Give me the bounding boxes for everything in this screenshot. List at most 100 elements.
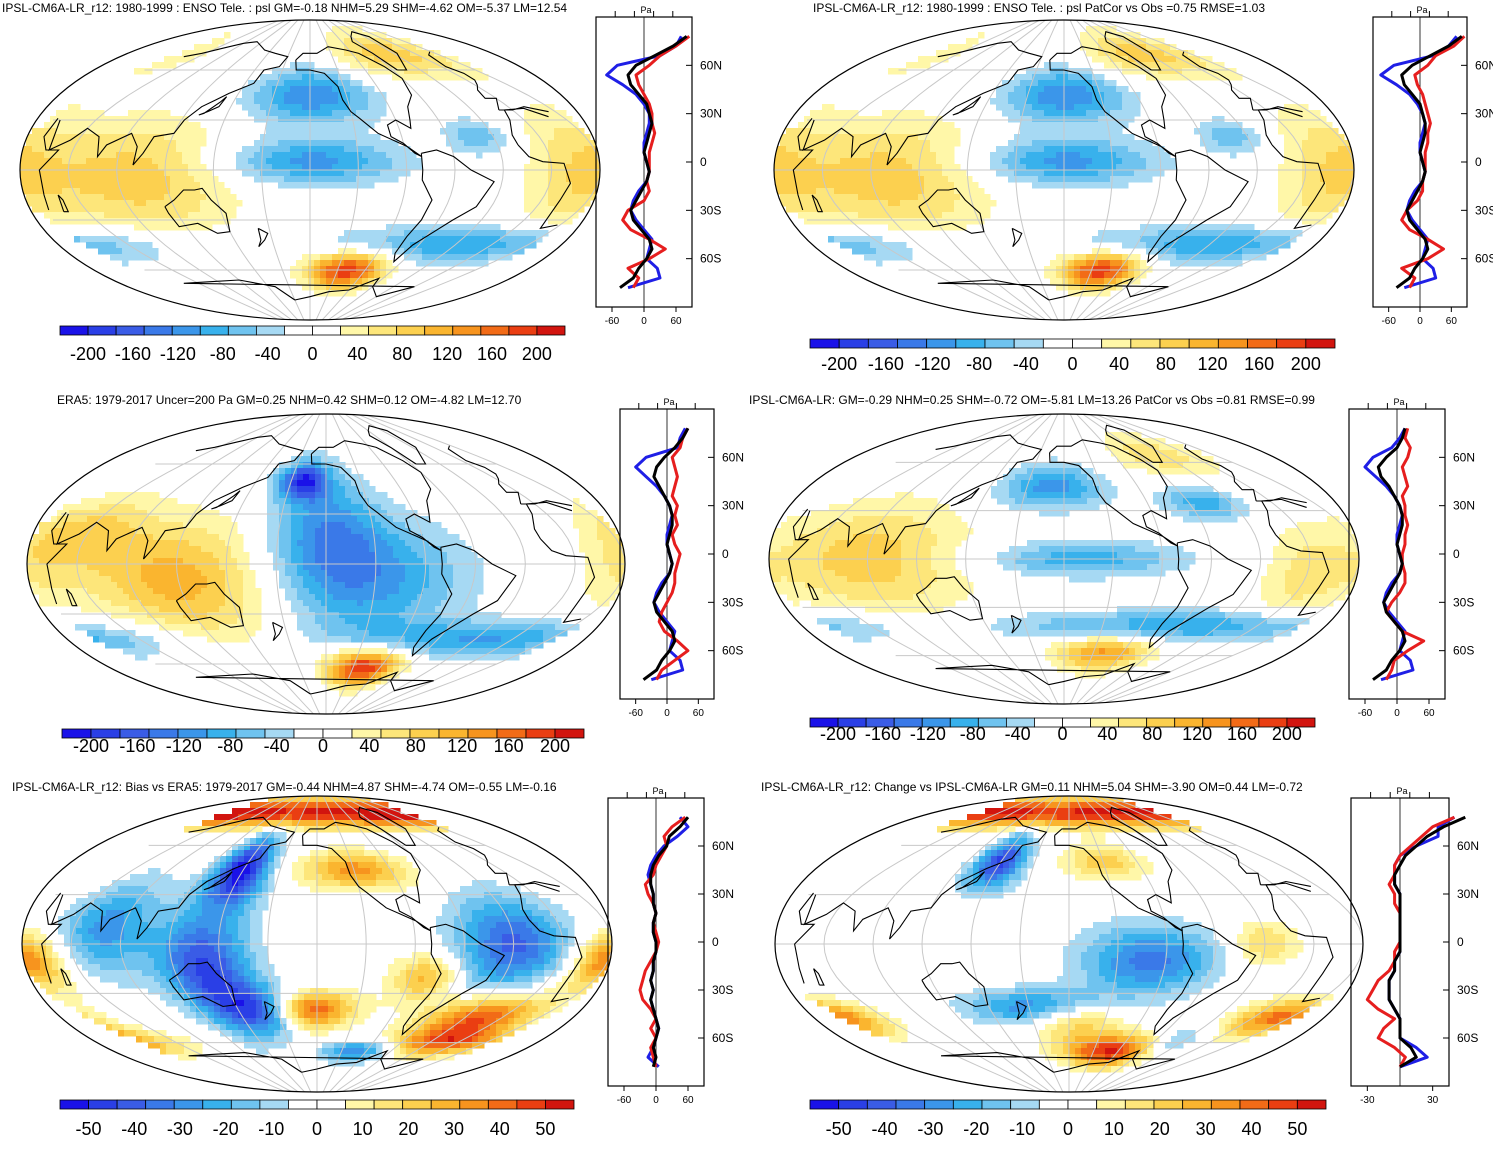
- profile-lat-tick-label: 30S: [1453, 595, 1474, 609]
- colorbar-tick-label: 0: [312, 1119, 322, 1139]
- profile-lat-tick-label: 60N: [1453, 450, 1475, 464]
- colorbar-swatch: [810, 1100, 839, 1109]
- profile-line-diff: [640, 817, 685, 1067]
- profile-x-tick-label: -60: [628, 708, 643, 719]
- colorbar-swatch: [545, 1100, 574, 1109]
- colorbar-swatch: [517, 1100, 546, 1109]
- profile-x-tick-label: 0: [641, 316, 647, 327]
- profile-x-tick-label: -30: [1360, 1095, 1375, 1106]
- colorbar-tick-label: -200: [73, 736, 109, 756]
- colorbar-swatch: [1240, 1100, 1269, 1109]
- colorbar-tick-label: 80: [1156, 354, 1176, 374]
- map-field: [27, 414, 628, 714]
- profile-line-obs: [1381, 36, 1457, 287]
- colorbar-swatch: [868, 339, 897, 348]
- profile-unit-label: Pa: [1396, 786, 1407, 796]
- profile-lat-tick-label: 60S: [712, 1031, 733, 1045]
- profile-lat-tick-label: 60S: [1475, 252, 1493, 266]
- panel-title: IPSL-CM6A-LR_r12: 1980-1999 : ENSO Tele.…: [2, 1, 567, 15]
- colorbar-swatch: [146, 1100, 175, 1109]
- colorbar-tick-label: -160: [868, 354, 904, 374]
- colorbar-swatch: [1014, 339, 1043, 348]
- colorbar-swatch: [369, 326, 397, 335]
- colorbar-swatch: [1183, 1100, 1212, 1109]
- profile-line-model: [1373, 428, 1405, 679]
- colorbar-swatch: [288, 1100, 317, 1109]
- colorbar-tick-label: 0: [1057, 724, 1067, 744]
- colorbar-swatch: [1131, 339, 1160, 348]
- colorbar-tick-label: -120: [914, 354, 950, 374]
- colorbar-tick-label: 0: [307, 344, 317, 364]
- profile-lat-tick-label: 0: [1453, 547, 1460, 561]
- colorbar-tick-label: 40: [347, 344, 367, 364]
- profile-lat-tick-label: 30S: [712, 983, 733, 997]
- colorbar-swatch: [144, 326, 172, 335]
- colorbar-swatch: [231, 1100, 260, 1109]
- profile-lat-tick-label: 60N: [700, 58, 722, 72]
- colorbar-swatch: [453, 326, 481, 335]
- colorbar-tick-label: 0: [318, 736, 328, 756]
- colorbar-swatch: [284, 326, 312, 335]
- colorbar-swatch: [956, 339, 985, 348]
- colorbar-swatch: [1043, 339, 1072, 348]
- colorbar-tick-label: 20: [1150, 1119, 1170, 1139]
- profile-lat-tick-label: 0: [1475, 155, 1482, 169]
- profile-lat-tick-label: 30S: [700, 203, 721, 217]
- colorbar-swatch: [927, 339, 956, 348]
- colorbar-swatch: [203, 1100, 232, 1109]
- colorbar-swatch: [1269, 1100, 1298, 1109]
- colorbar-swatch: [953, 1100, 982, 1109]
- profile-lat-tick-label: 0: [700, 155, 707, 169]
- colorbar-tick-label: -200: [821, 354, 857, 374]
- colorbar-swatch: [1068, 1100, 1097, 1109]
- profile-x-tick-label: 0: [1417, 316, 1423, 327]
- colorbar-swatch: [460, 1100, 489, 1109]
- profile-x-tick-label: 60: [1446, 316, 1458, 327]
- colorbar-swatch: [488, 1100, 517, 1109]
- colorbar-swatch: [1125, 1100, 1154, 1109]
- colorbar-swatch: [317, 1100, 346, 1109]
- colorbar-swatch: [1073, 339, 1102, 348]
- map-field: [774, 20, 1357, 320]
- colorbar-swatch: [1097, 1100, 1126, 1109]
- colorbar-tick-label: -30: [917, 1119, 943, 1139]
- colorbar-swatch: [1102, 339, 1131, 348]
- colorbar-swatch: [116, 326, 144, 335]
- colorbar-swatch: [1248, 339, 1277, 348]
- colorbar-swatch: [89, 1100, 118, 1109]
- colorbar-tick-label: 80: [406, 736, 426, 756]
- profile-lat-tick-label: 30N: [700, 107, 722, 121]
- profile-lat-tick-label: 60S: [1453, 644, 1474, 658]
- colorbar-tick-label: -10: [1009, 1119, 1035, 1139]
- colorbar-swatch: [346, 1100, 375, 1109]
- colorbar-swatch: [228, 326, 256, 335]
- profile-lat-tick-label: 30N: [1475, 107, 1493, 121]
- profile-unit-label: Pa: [652, 786, 663, 796]
- colorbar-tick-label: -40: [121, 1119, 147, 1139]
- colorbar-swatch: [896, 1100, 925, 1109]
- colorbar-tick-label: 200: [1272, 724, 1302, 744]
- profile-x-tick-label: 60: [1423, 708, 1435, 719]
- colorbar-swatch: [341, 326, 369, 335]
- colorbar-tick-label: 120: [432, 344, 462, 364]
- colorbar-tick-label: -80: [210, 344, 236, 364]
- colorbar-swatch: [898, 339, 927, 348]
- colorbar-tick-label: 160: [494, 736, 524, 756]
- colorbar-swatch: [117, 1100, 146, 1109]
- profile-x-tick-label: 30: [1427, 1095, 1439, 1106]
- profile-x-tick-label: 0: [1394, 708, 1400, 719]
- profile-lat-tick-label: 30S: [1457, 983, 1478, 997]
